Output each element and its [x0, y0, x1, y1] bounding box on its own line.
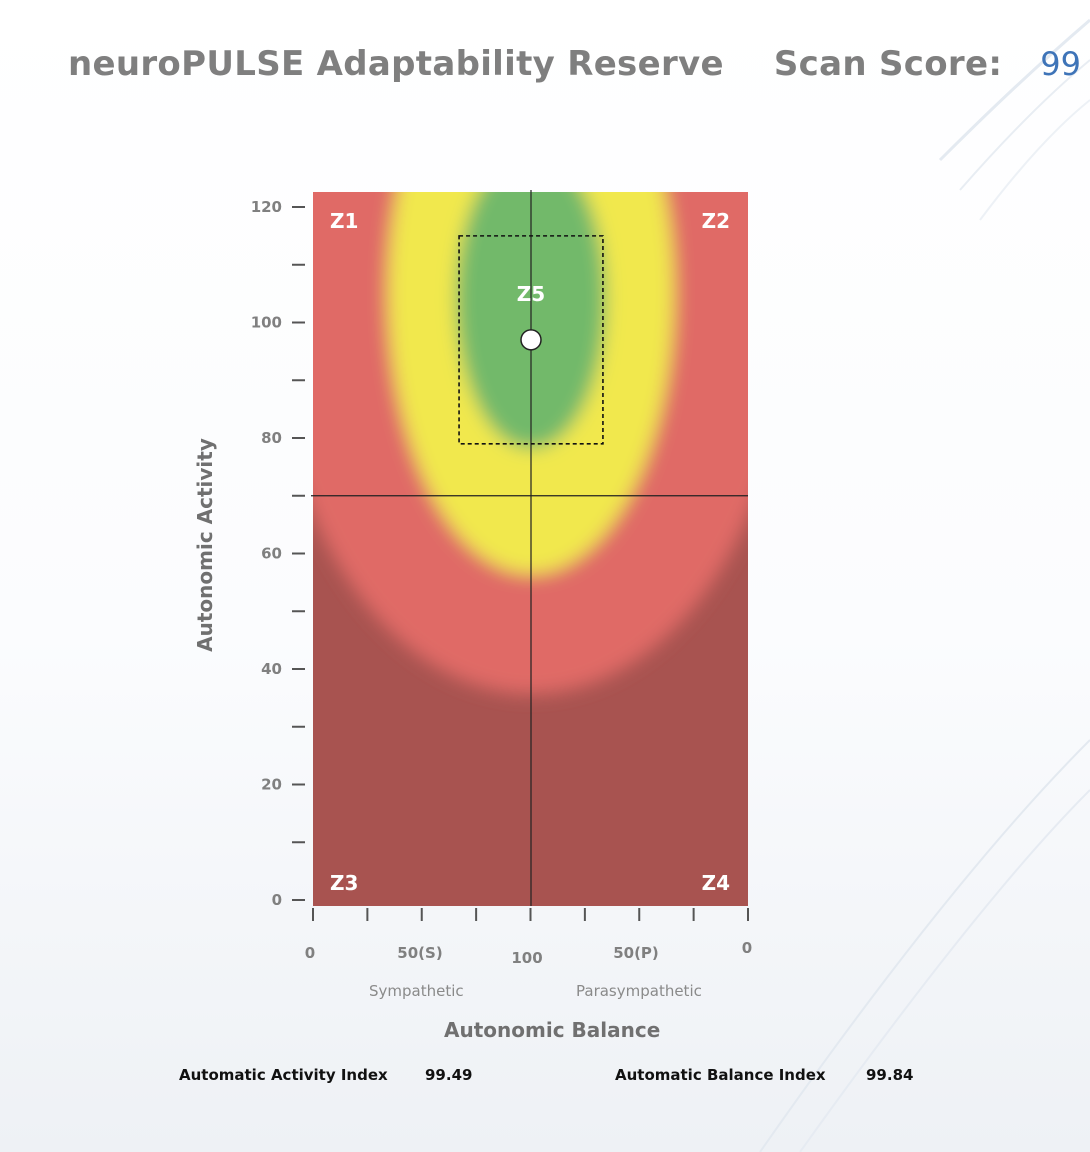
zone-label-z5: Z5	[517, 282, 545, 306]
scan-score-label: Scan Score:	[773, 44, 1003, 84]
scan-score-value: 99	[1040, 45, 1081, 83]
x-tick-label: 100	[511, 949, 542, 967]
y-tick-label: 40	[261, 660, 282, 678]
x-tick-label: 50(P)	[613, 944, 659, 962]
y-tick-label: 100	[251, 314, 282, 332]
y-tick-label: 80	[261, 429, 282, 447]
y-tick-label: 60	[261, 545, 282, 563]
x-tick-label: 50(S)	[397, 944, 442, 962]
data-point	[520, 329, 542, 351]
sympathetic-label: Sympathetic	[369, 982, 464, 1000]
activity-index-label: Automatic Activity Index	[179, 1066, 388, 1084]
zone-label-z3: Z3	[330, 871, 358, 895]
target-box	[458, 235, 604, 445]
page-title: neuroPULSE Adaptability Reserve	[68, 44, 724, 84]
x-axis-label: Autonomic Balance	[444, 1018, 661, 1042]
activity-index-value: 99.49	[425, 1066, 473, 1084]
x-tick-label: 0	[742, 939, 752, 957]
y-axis-label: Autonomic Activity	[193, 438, 217, 652]
x-tick-label: 0	[305, 944, 315, 962]
y-tick-label: 0	[272, 891, 282, 909]
chart-axes: 0 20 40 60 80 100 120 0 50(S) 100 50(P) 0	[251, 198, 753, 967]
balance-index-label: Automatic Balance Index	[615, 1066, 826, 1084]
header: neuroPULSE Adaptability Reserve Scan Sco…	[68, 44, 1081, 94]
y-tick-label: 120	[251, 198, 282, 216]
chart-overlay: Z1 Z2 Z3 Z4 Z5	[311, 190, 748, 906]
zone-label-z1: Z1	[330, 209, 358, 233]
parasympathetic-label: Parasympathetic	[576, 982, 702, 1000]
zone-label-z2: Z2	[702, 209, 730, 233]
balance-index-value: 99.84	[866, 1066, 914, 1084]
zone-label-z4: Z4	[702, 871, 730, 895]
y-tick-label: 20	[261, 776, 282, 794]
